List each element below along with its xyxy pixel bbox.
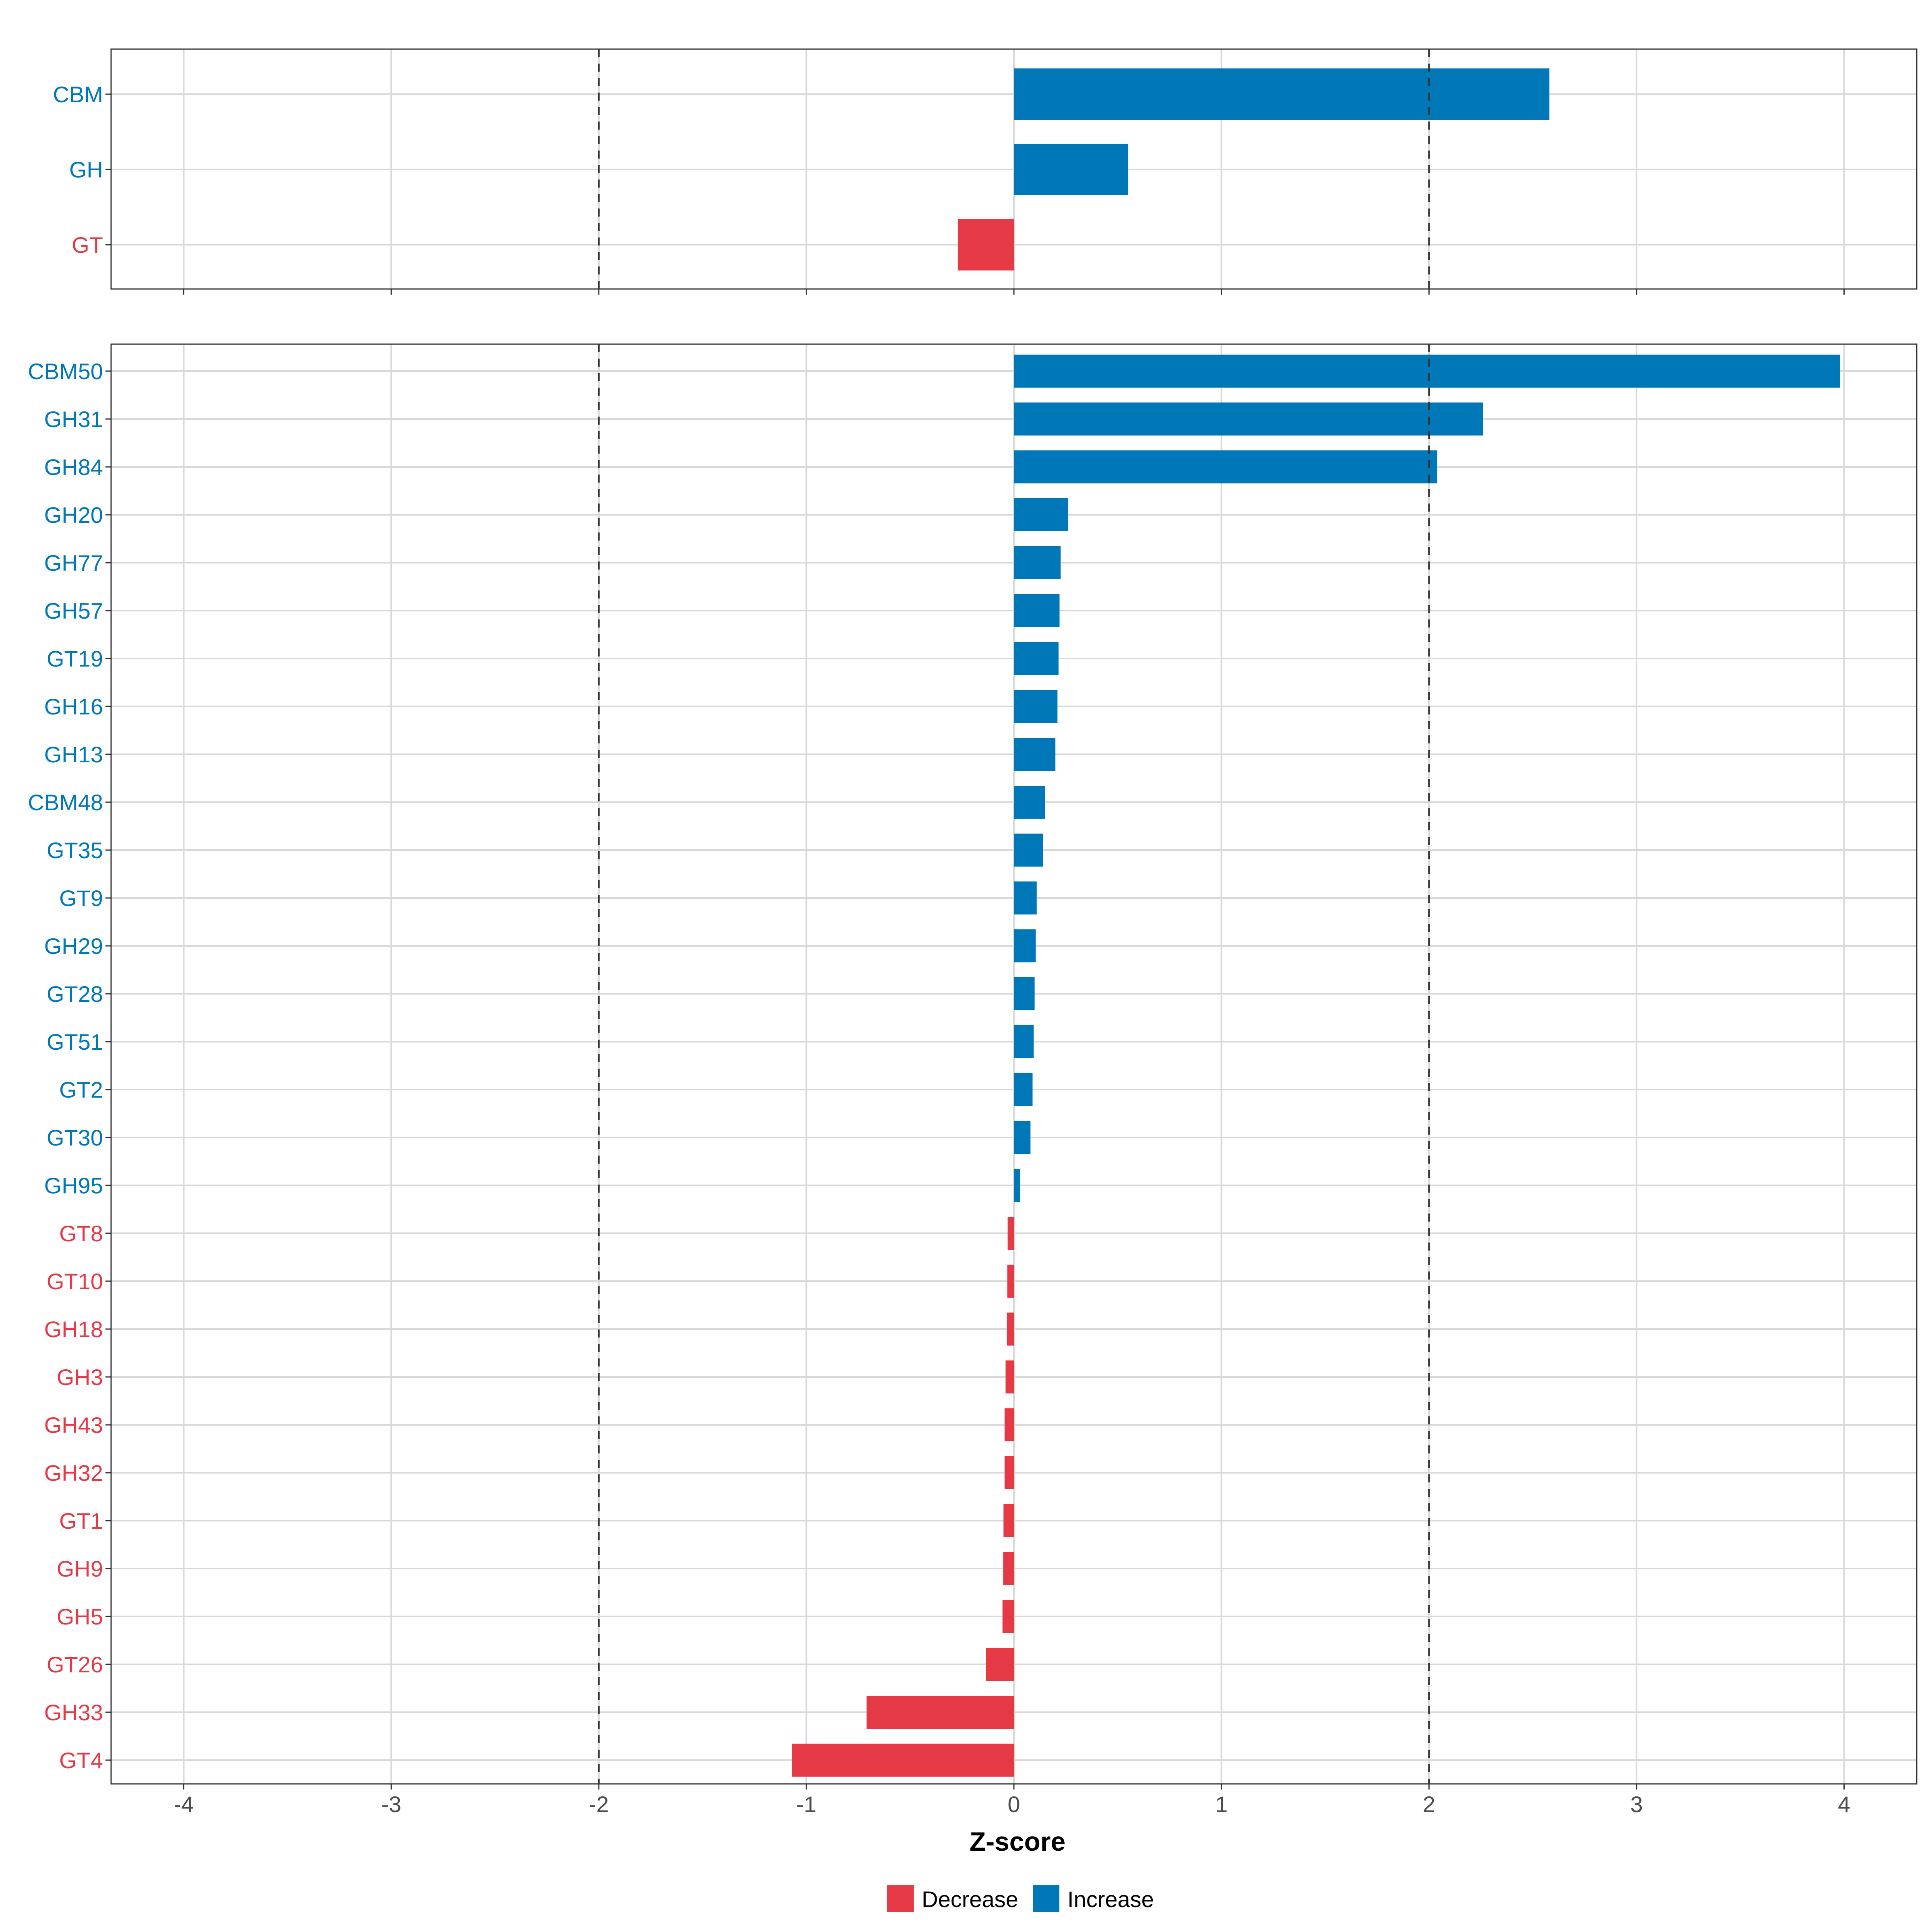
category-label-gt51: GT51 <box>47 1029 103 1055</box>
bar-gt51 <box>1014 1025 1034 1058</box>
bar-gh95 <box>1014 1169 1020 1202</box>
legend: Decrease Increase <box>887 1885 1154 1912</box>
category-label-gh84: GH84 <box>44 454 103 480</box>
bar-gt35 <box>1014 834 1043 867</box>
bar-gh3 <box>1005 1360 1014 1393</box>
legend-key-decrease <box>887 1885 914 1912</box>
bar-gt10 <box>1007 1265 1014 1298</box>
category-label-gh32: GH32 <box>44 1460 103 1486</box>
category-label-gh13: GH13 <box>44 742 103 767</box>
category-label-gh95: GH95 <box>44 1173 103 1198</box>
category-label-gt8: GT8 <box>59 1221 103 1246</box>
category-label-gt10: GT10 <box>47 1269 103 1294</box>
category-label-gh9: GH9 <box>57 1556 103 1581</box>
category-label-gt30: GT30 <box>47 1125 103 1150</box>
bar-gh13 <box>1014 738 1056 771</box>
x-tick-label: 2 <box>1423 1792 1435 1817</box>
bar-gt2 <box>1014 1073 1033 1106</box>
bar-gh43 <box>1004 1408 1014 1441</box>
bar-cbm50 <box>1014 355 1840 388</box>
category-label-cbm: CBM <box>53 82 103 107</box>
bar-gh5 <box>1002 1600 1014 1633</box>
category-label-gh57: GH57 <box>44 598 103 623</box>
category-label-gh43: GH43 <box>44 1412 103 1438</box>
legend-label-decrease: Decrease <box>922 1887 1018 1912</box>
category-label-gh31: GH31 <box>44 407 103 432</box>
bar-gt <box>958 219 1014 270</box>
category-label-gh5: GH5 <box>57 1604 103 1629</box>
bar-gh20 <box>1014 498 1068 531</box>
legend-key-increase <box>1033 1885 1059 1912</box>
category-label-gt2: GT2 <box>59 1077 103 1102</box>
bar-gt1 <box>1003 1504 1014 1537</box>
category-label-gh16: GH16 <box>44 694 103 719</box>
legend-label-increase: Increase <box>1067 1887 1154 1912</box>
bar-gt28 <box>1014 977 1035 1010</box>
panel-class-level: CBM GH GT <box>53 48 1918 295</box>
category-label-gh33: GH33 <box>44 1700 103 1725</box>
bar-cbm48 <box>1014 786 1045 819</box>
bar-gh32 <box>1004 1456 1014 1489</box>
bar-gt19 <box>1014 642 1059 675</box>
category-label-gt26: GT26 <box>47 1652 103 1677</box>
x-tick-label: -4 <box>174 1792 194 1817</box>
x-axis-title: Z-score <box>970 1827 1065 1856</box>
category-label-gh18: GH18 <box>44 1317 103 1342</box>
x-tick-label: 1 <box>1215 1792 1228 1817</box>
category-label-gt19: GT19 <box>47 646 103 671</box>
bar-gh29 <box>1014 929 1036 962</box>
x-tick-label: -3 <box>381 1792 401 1817</box>
x-tick-label: 0 <box>1007 1792 1020 1817</box>
bar-gh77 <box>1014 546 1061 579</box>
category-label-gt1: GT1 <box>59 1508 103 1534</box>
bar-gh31 <box>1014 402 1483 436</box>
category-label-gt9: GT9 <box>59 886 103 911</box>
bar-gt30 <box>1014 1121 1031 1154</box>
category-label-gh: GH <box>69 157 103 182</box>
bar-gh16 <box>1014 690 1058 723</box>
bar-gh18 <box>1007 1313 1014 1346</box>
bar-gh33 <box>866 1696 1014 1729</box>
category-label-gt4: GT4 <box>59 1748 103 1773</box>
x-axis: -4 -3 -2 -1 0 1 2 3 4 <box>174 1792 1851 1817</box>
bar-gh9 <box>1003 1552 1014 1585</box>
x-tick-label: -1 <box>796 1792 816 1817</box>
category-label-gh3: GH3 <box>57 1364 103 1390</box>
category-label-gh77: GH77 <box>44 550 103 576</box>
bar-gh84 <box>1014 450 1437 483</box>
bar-gt26 <box>986 1648 1014 1681</box>
bar-gt4 <box>792 1744 1014 1777</box>
category-label-gh29: GH29 <box>44 933 103 959</box>
category-label-gt: GT <box>72 232 103 258</box>
x-tick-label: 4 <box>1838 1792 1850 1817</box>
category-label-cbm48: CBM48 <box>28 790 103 815</box>
bar-gt9 <box>1014 881 1037 914</box>
bar-gh <box>1014 144 1128 195</box>
bar-cbm <box>1014 68 1550 120</box>
x-tick-label: 3 <box>1630 1792 1643 1817</box>
x-tick-label: -2 <box>589 1792 609 1817</box>
category-label-gh20: GH20 <box>44 502 103 528</box>
panel-family-level: CBM50 GH31 GH84 GH20 GH77 GH57 GT19 GH16 GH13 CBM… <box>28 343 1918 1790</box>
category-label-cbm50: CBM50 <box>28 359 103 384</box>
category-label-gt35: GT35 <box>47 838 103 863</box>
bar-gt8 <box>1007 1217 1014 1250</box>
category-label-gt28: GT28 <box>47 981 103 1007</box>
bar-gh57 <box>1014 594 1060 627</box>
